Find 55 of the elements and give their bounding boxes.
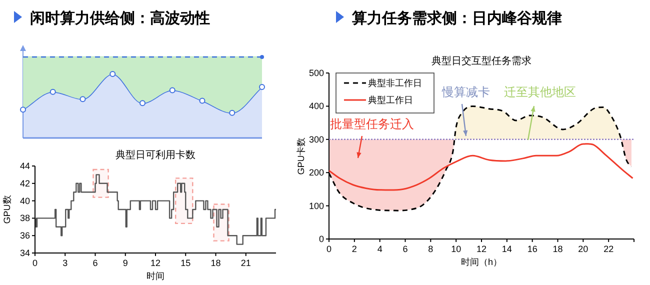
y-tick-label: 40 (20, 196, 30, 206)
y-tick-label: 36 (20, 230, 30, 241)
point (199, 98, 206, 104)
chart-subtitle: 算力任务需求侧：日内峰谷规律 (351, 10, 562, 27)
legend-label: 典型非工作日 (368, 78, 422, 88)
x-tick-label: 22 (604, 244, 614, 254)
y-tick-label: 300 (308, 134, 324, 144)
point (140, 100, 146, 106)
y-tick-label: 34 (20, 248, 30, 258)
y-tick-label: 200 (308, 168, 324, 178)
point (169, 87, 176, 94)
annotation: 迁至其他地区 (504, 85, 576, 99)
x-tick-label: 6 (92, 258, 98, 268)
x-tick-label: 20 (578, 244, 588, 254)
x-tick-label: 4 (377, 244, 382, 254)
chart-title: 典型日交互型任务需求 (432, 55, 532, 67)
point (80, 96, 86, 102)
chart-title: 典型日可利用卡数 (116, 149, 196, 161)
x-tick-label: 10 (451, 244, 462, 254)
x-tick-label: 18 (210, 258, 221, 268)
y-axis-title: GPU卡数 (296, 137, 306, 175)
x-tick-label: 3 (62, 258, 68, 268)
x-tick-label: 12 (150, 258, 161, 268)
line-series (328, 143, 634, 191)
x-tick-label: 15 (180, 258, 191, 268)
chart-title: 闲时算力供给侧：高波动性 (30, 9, 210, 27)
point (229, 110, 236, 116)
y-tick-label: 44 (20, 161, 30, 171)
y-tick-label: 38 (20, 213, 30, 224)
point (110, 71, 116, 78)
x-tick-label: 12 (476, 244, 487, 254)
y-tick-label: 100 (308, 200, 324, 211)
x-tick-label: 2 (352, 244, 357, 254)
x-tick-label: 8 (428, 244, 434, 254)
y-tick-label: 42 (20, 178, 30, 188)
x-tick-label: 14 (502, 244, 512, 254)
annotation: 慢算减卡 (441, 85, 490, 99)
x-axis-title: 时间 (146, 271, 164, 281)
annotation: 批量型任务迁入 (330, 117, 414, 131)
x-tick-label: 18 (552, 244, 563, 254)
x-tick-label: 21 (240, 258, 251, 268)
legend-label: 典型工作日 (368, 95, 413, 105)
y-tick-label: 500 (308, 68, 324, 78)
x-tick-label: 9 (122, 258, 128, 268)
x-tick-label: 6 (402, 244, 408, 254)
x-axis-title: 时间（h） (460, 257, 502, 267)
y-tick-label: 400 (308, 101, 324, 112)
x-tick-label: 0 (326, 244, 332, 254)
y-tick-label: 0 (318, 234, 324, 244)
point (50, 88, 56, 95)
x-tick-label: 0 (32, 258, 38, 268)
x-tick-label: 16 (527, 244, 538, 254)
point (259, 84, 265, 90)
y-axis-title: GPU数 (2, 195, 12, 224)
point (20, 106, 26, 113)
